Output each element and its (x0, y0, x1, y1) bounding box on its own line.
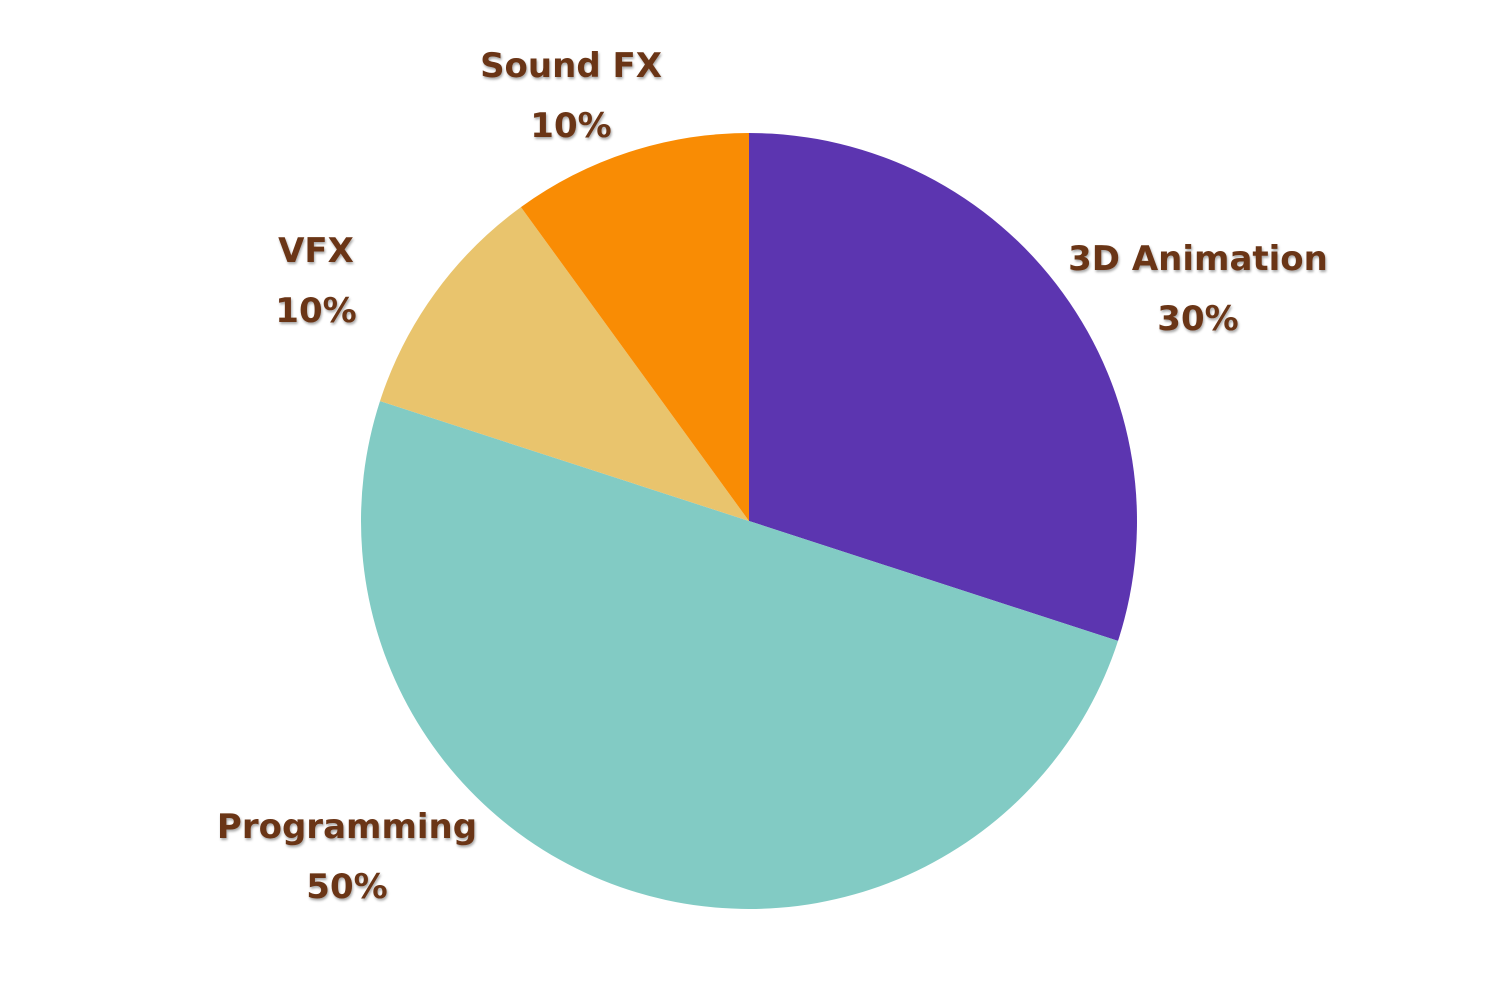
slice-name-label: Sound FX (480, 46, 662, 86)
slice-label-group: Sound FX 10% (480, 46, 662, 146)
slice-percent-label: 50% (306, 867, 387, 907)
slice-name-label: Programming (217, 807, 477, 847)
pie-slice-vfx (379, 207, 749, 521)
slice-name-label: VFX (278, 231, 354, 271)
slice-percent-label: 10% (275, 291, 356, 331)
slice-percent-label: 30% (1157, 299, 1238, 339)
pie-slices (360, 133, 1138, 910)
pie-slice-programming (360, 401, 1119, 910)
pie-slice-3d-animation (749, 133, 1138, 641)
slice-percent-label: 10% (530, 106, 611, 146)
slice-name-label: 3D Animation (1068, 239, 1328, 279)
slice-label-group: VFX 10% (275, 231, 356, 331)
slice-label-group: 3D Animation 30% (1068, 239, 1328, 339)
slice-label-group: Programming 50% (217, 807, 477, 907)
slice-labels: 3D Animation30%Programming50%VFX10%Sound… (217, 46, 1328, 907)
pie-slice-sound-fx (520, 133, 749, 521)
